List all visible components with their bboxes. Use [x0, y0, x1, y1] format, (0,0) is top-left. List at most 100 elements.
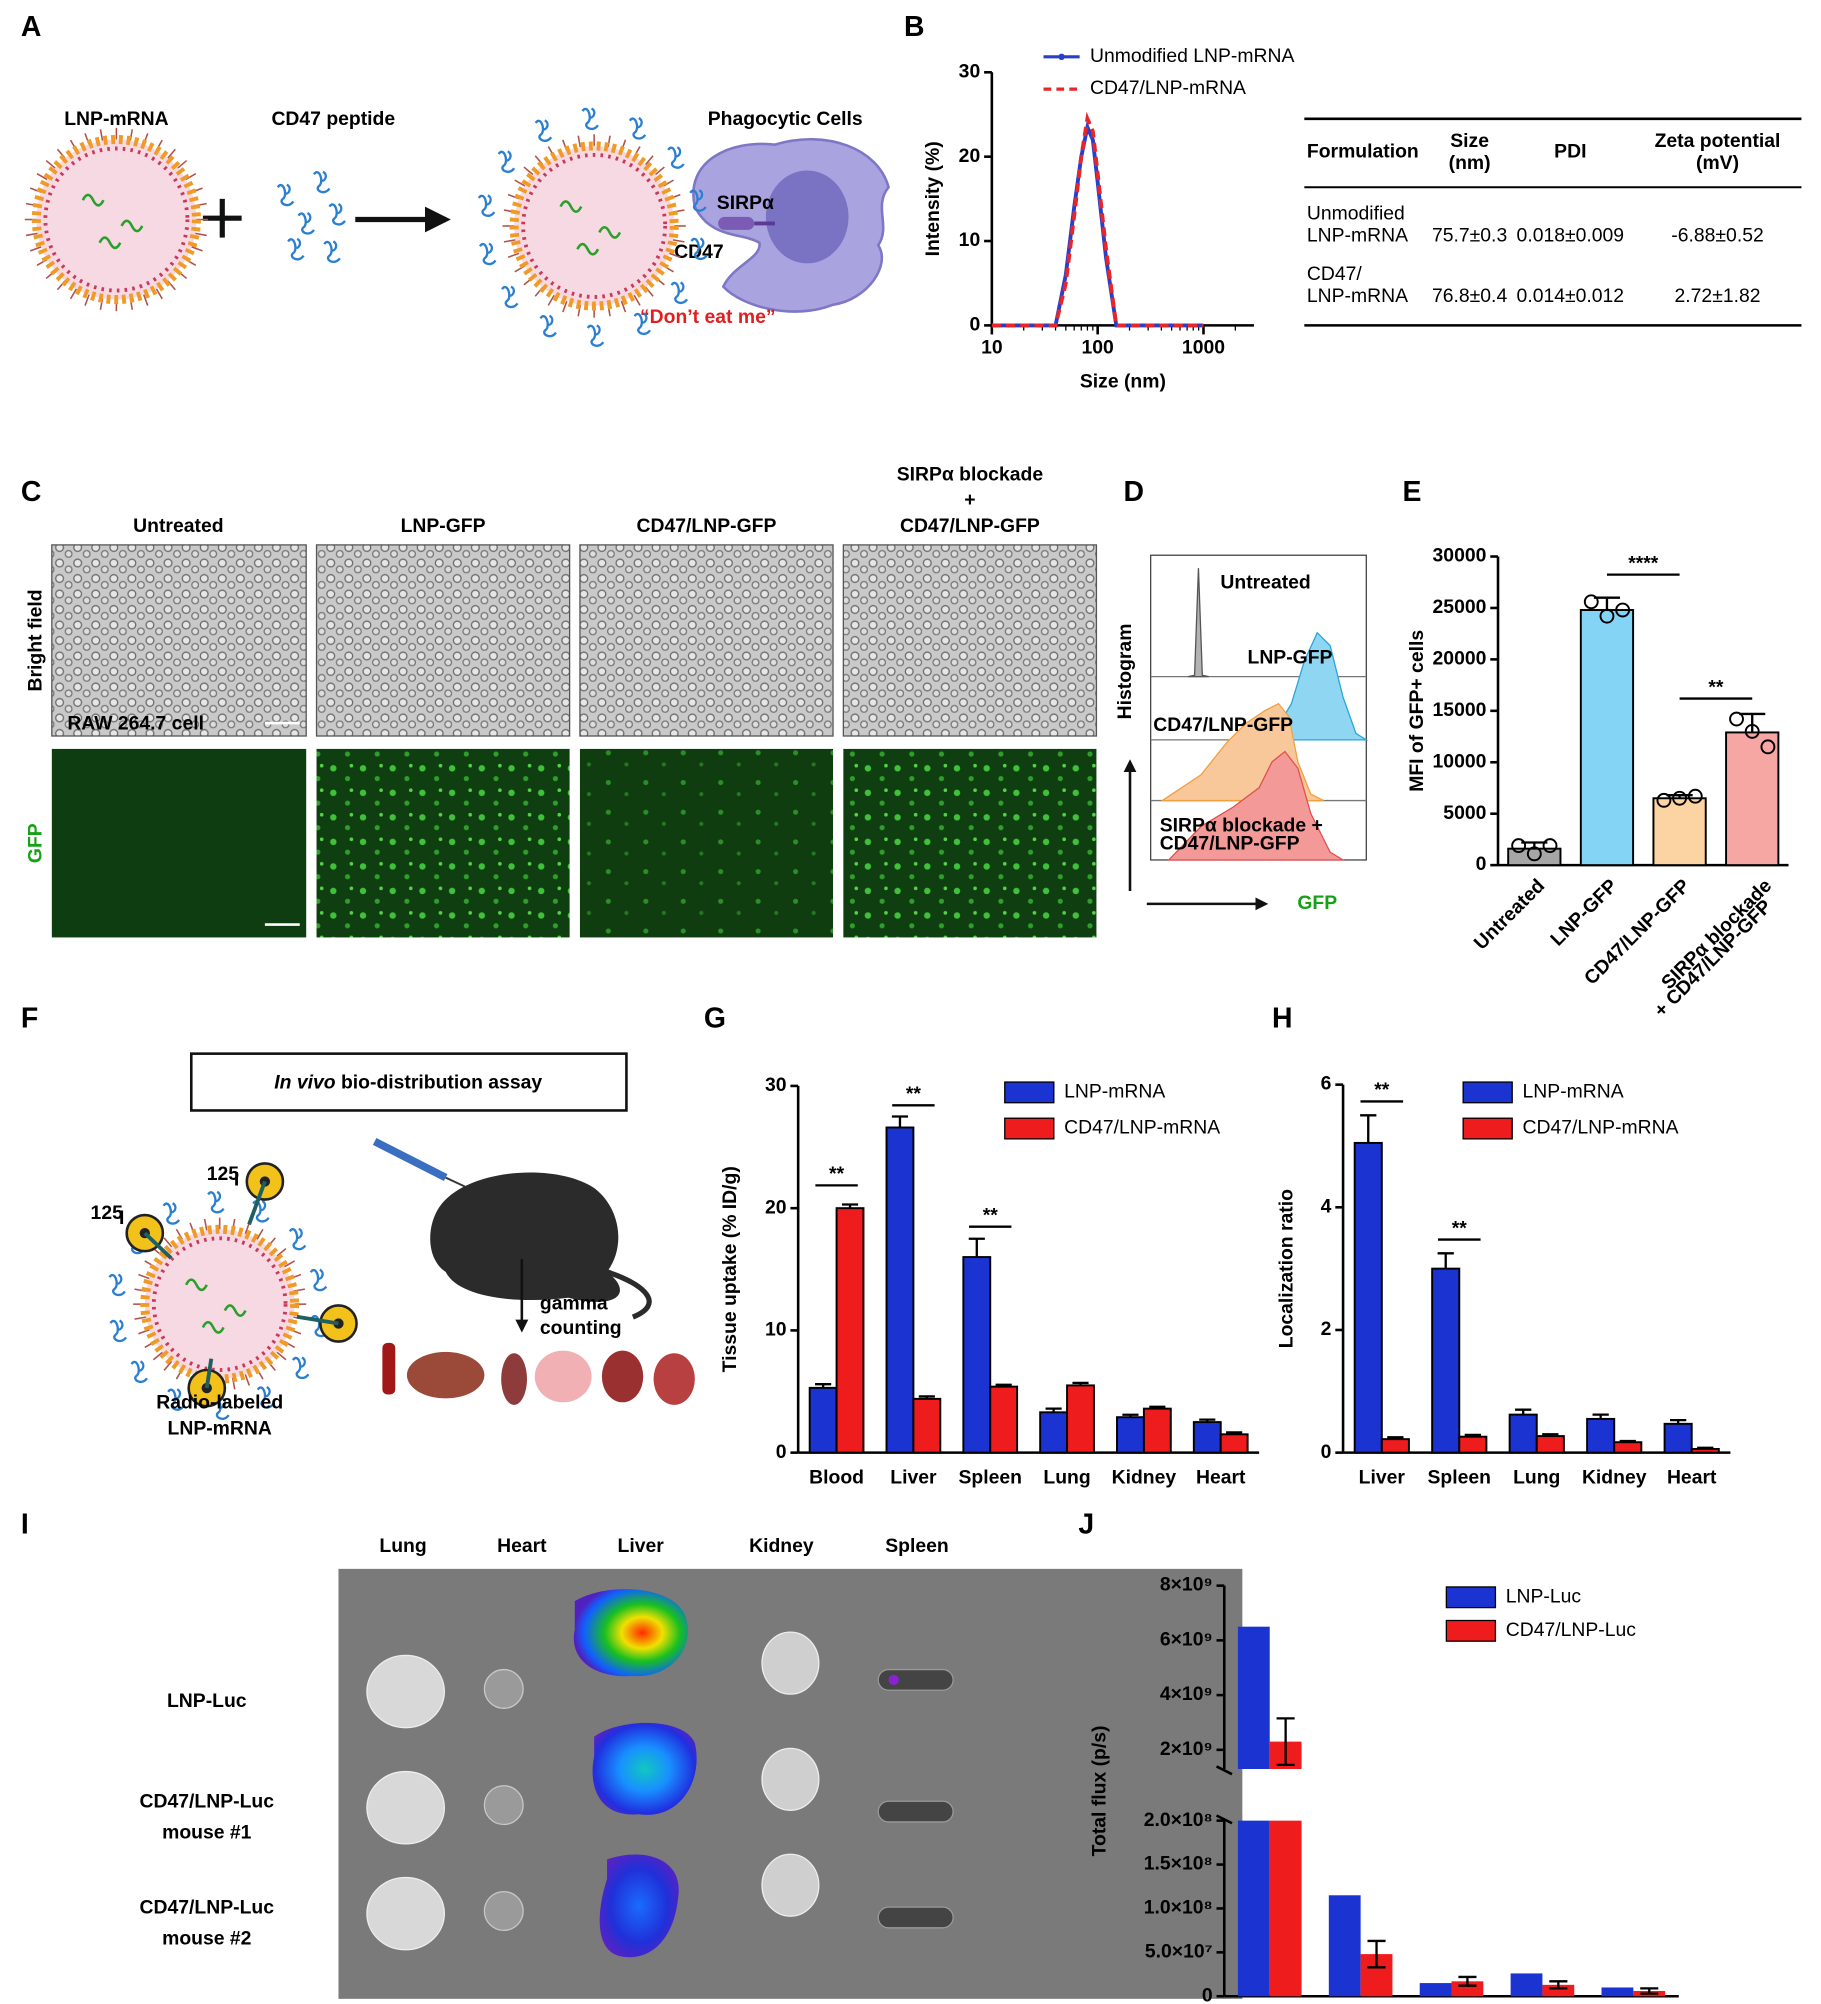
table-cell: 0.018±0.009 [1517, 224, 1625, 246]
y-tick-label: 1.5×10⁸ [1144, 1853, 1213, 1875]
group-label: CD47/LNP-Luc [140, 1897, 275, 1919]
lipid-tail [69, 288, 78, 300]
signal [573, 1589, 688, 1677]
peptide [207, 1190, 225, 1214]
panel-label: J [1078, 1509, 1094, 1541]
mrna [81, 193, 105, 207]
legend-label: LNP-Luc [1506, 1585, 1582, 1607]
y-tick-label: 20000 [1433, 648, 1487, 670]
table-cell: 75.7±0.3 [1432, 224, 1507, 246]
label: Phagocytic Cells [708, 108, 863, 130]
lipid-tail [672, 239, 685, 243]
y-tick-label: 10 [959, 229, 981, 251]
peptide [309, 1268, 328, 1292]
axis-break [1215, 1765, 1233, 1776]
caption: LNP-mRNA [168, 1418, 272, 1440]
title-part: In vivo [274, 1071, 335, 1093]
bar [808, 1386, 838, 1454]
legend-swatch [1445, 1619, 1497, 1642]
organ-label: Heart [497, 1535, 547, 1557]
data-point [1760, 739, 1776, 755]
column-label: CD47/LNP-GFP [637, 515, 777, 537]
receptor [718, 216, 755, 230]
lipid-tail [645, 155, 654, 166]
panel-label: H [1272, 1003, 1293, 1035]
table-cell: CD47/ [1307, 263, 1362, 285]
y-tick-label: 8×10⁹ [1160, 1574, 1213, 1596]
lipid-tail [654, 166, 665, 176]
legend-label: LNP-mRNA [1523, 1080, 1624, 1102]
lipid-tail [163, 1361, 173, 1371]
lipid-layer [521, 153, 668, 299]
column-label: SIRPα blockade [897, 463, 1044, 485]
slogan: “Don’t eat me” [640, 306, 776, 328]
panel-label: B [904, 11, 925, 43]
lnp-core [514, 145, 675, 307]
organ-liver [406, 1351, 485, 1399]
lnp-core [144, 1229, 295, 1380]
peptide [586, 324, 605, 347]
column-label: CD47/LNP-GFP [900, 515, 1040, 537]
lipid-layer [151, 1236, 288, 1372]
label: CD47 peptide [271, 108, 395, 130]
mouse [430, 1172, 620, 1302]
y-tick-label: 2×10⁹ [1160, 1738, 1213, 1760]
organ-heart [653, 1353, 695, 1405]
organ-photo [366, 1876, 446, 1951]
organ-label: Kidney [749, 1535, 814, 1557]
significance: ** [906, 1083, 922, 1105]
row-label: GFP [24, 823, 46, 863]
peptide [287, 237, 305, 261]
lipid-layer [31, 134, 201, 305]
lipid-tail [177, 159, 188, 169]
micrograph [579, 748, 834, 938]
legend-marker [1058, 53, 1065, 61]
legend-label: Unmodified LNP-mRNA [1090, 45, 1294, 67]
mrna [598, 226, 622, 239]
peptide [328, 202, 346, 226]
micrograph [315, 544, 571, 737]
data-point [1599, 608, 1615, 624]
bar [1508, 1413, 1538, 1454]
y-tick-label: 5000 [1443, 802, 1486, 824]
needle [445, 1176, 466, 1188]
lipid-tail [195, 232, 207, 237]
organ-photos [366, 1631, 954, 1951]
legend-swatch [1004, 1081, 1055, 1104]
micrograph [316, 748, 570, 938]
lipid-tail [503, 239, 516, 243]
legend-label: CD47/LNP-mRNA [1090, 77, 1246, 99]
axis-label: Histogram [1114, 624, 1136, 720]
histogram-trace [1187, 568, 1209, 678]
panel-c: RAW 264.7 cell Bright field GFP [24, 544, 1098, 938]
lipid-tail [191, 246, 203, 252]
x-tick-label: 10 [981, 337, 1003, 359]
y-tick-label: 30 [765, 1074, 787, 1096]
group-label: mouse #1 [162, 1822, 252, 1844]
legend-swatch [1445, 1586, 1497, 1609]
data-point [1542, 838, 1558, 854]
x-tick-label: Heart [1667, 1467, 1717, 1489]
table-header: Formulation [1307, 140, 1419, 162]
peptide [291, 1356, 310, 1380]
mrna [184, 1278, 208, 1292]
lipid-tail [152, 1351, 163, 1361]
y-tick-label: 30000 [1433, 545, 1487, 567]
y-tick-label: 6×10⁹ [1160, 1628, 1213, 1650]
mouse-tail [606, 1269, 652, 1320]
legend-label: CD47/LNP-mRNA [1523, 1117, 1679, 1139]
table-cell: 0.014±0.012 [1517, 285, 1625, 307]
signal [888, 1674, 899, 1686]
label: SIRPα [717, 192, 774, 214]
data-point [1672, 790, 1688, 806]
organ-lung [534, 1350, 592, 1403]
column-label: LNP-GFP [401, 515, 486, 537]
y-tick-label: 25000 [1433, 596, 1487, 618]
bar [1328, 1895, 1361, 1997]
lipid-tail [134, 1316, 147, 1320]
x-tick-label: Lung [1513, 1467, 1560, 1489]
bar [1039, 1411, 1069, 1454]
trace-label: Untreated [1220, 572, 1310, 594]
legend-swatch [1004, 1117, 1055, 1140]
